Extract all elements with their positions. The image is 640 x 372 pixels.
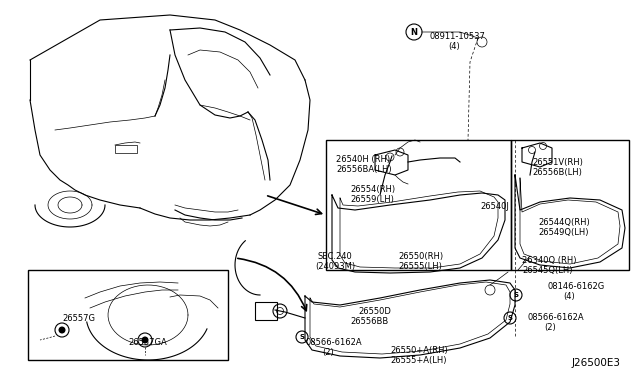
Text: 08146-6162G: 08146-6162G xyxy=(548,282,605,291)
Text: 26557G: 26557G xyxy=(62,314,95,323)
Text: 08911-10537: 08911-10537 xyxy=(430,32,486,41)
Text: (2): (2) xyxy=(322,348,333,357)
Text: 26551V(RH): 26551V(RH) xyxy=(532,158,583,167)
Text: 08566-6162A: 08566-6162A xyxy=(305,338,362,347)
Text: (4): (4) xyxy=(448,42,460,51)
Text: 26550+A(RH): 26550+A(RH) xyxy=(390,346,448,355)
Text: 26556BA(LH): 26556BA(LH) xyxy=(336,165,392,174)
Text: 26540J: 26540J xyxy=(480,202,509,211)
Text: (2): (2) xyxy=(544,323,556,332)
Text: 26555(LH): 26555(LH) xyxy=(398,262,442,271)
Text: N: N xyxy=(410,28,417,36)
Text: 26549Q(LH): 26549Q(LH) xyxy=(538,228,589,237)
Text: 26556B(LH): 26556B(LH) xyxy=(532,168,582,177)
Text: S: S xyxy=(513,292,518,298)
Text: 26340Q (RH): 26340Q (RH) xyxy=(522,256,577,265)
Text: S: S xyxy=(508,315,513,321)
Bar xyxy=(326,140,511,270)
Text: 26556BB: 26556BB xyxy=(350,317,388,326)
Text: 26554(RH): 26554(RH) xyxy=(350,185,395,194)
Circle shape xyxy=(141,337,148,343)
Bar xyxy=(115,145,137,153)
Text: SEC.240: SEC.240 xyxy=(318,252,353,261)
Text: 26544Q(RH): 26544Q(RH) xyxy=(538,218,589,227)
Text: 26550D: 26550D xyxy=(358,307,391,316)
Text: S: S xyxy=(300,334,305,340)
Text: (4): (4) xyxy=(563,292,575,301)
Bar xyxy=(255,302,277,320)
Text: J26500E3: J26500E3 xyxy=(572,358,621,368)
Text: 26550(RH): 26550(RH) xyxy=(398,252,443,261)
Text: 08566-6162A: 08566-6162A xyxy=(527,313,584,322)
Text: 26540H (RH): 26540H (RH) xyxy=(336,155,390,164)
Text: (24093M): (24093M) xyxy=(315,262,355,271)
Bar xyxy=(511,140,629,270)
Text: 26555+A(LH): 26555+A(LH) xyxy=(390,356,447,365)
Circle shape xyxy=(58,327,65,334)
Text: 26559(LH): 26559(LH) xyxy=(350,195,394,204)
Text: 26557GA: 26557GA xyxy=(128,338,167,347)
Text: 26545Q(LH): 26545Q(LH) xyxy=(522,266,573,275)
Bar xyxy=(28,270,228,360)
